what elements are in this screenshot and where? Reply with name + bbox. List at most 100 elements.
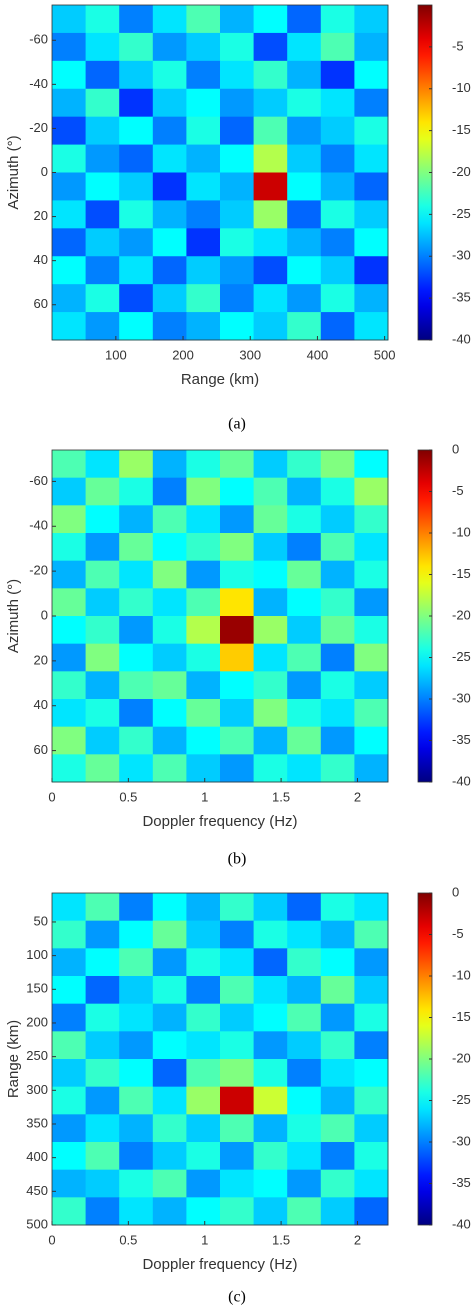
heatmap-cell [52,505,87,534]
heatmap-cell [354,920,389,949]
heatmap-cell [320,172,355,201]
heatmap-cell [52,144,87,173]
colorbar-tick-label: -15 [452,122,471,137]
heatmap-cell [152,671,187,700]
heatmap-cell [85,477,120,506]
heatmap-cell [52,477,87,506]
heatmap-cell [354,1142,389,1171]
heatmap-cell [253,643,288,672]
y-tick-label: 20 [34,652,48,667]
heatmap-cell [119,144,154,173]
heatmap-cell [320,1114,355,1143]
heatmap-cell [220,284,255,313]
heatmap-cell [186,1169,221,1198]
heatmap-cell [152,60,187,90]
heatmap-cell [85,88,120,118]
heatmap-cell [287,144,322,173]
heatmap-cell [287,32,322,62]
heatmap-cell [220,616,255,645]
heatmap-cell [119,699,154,728]
heatmap-cell [186,477,221,506]
y-tick-label: -60 [29,32,48,47]
heatmap-cell [85,893,120,922]
heatmap-cell [354,144,389,173]
colorbar-tick-label: -10 [452,80,471,95]
heatmap-cell [253,284,288,313]
heatmap-cell [354,726,389,755]
heatmap-cell [354,116,389,146]
heatmap-cell [287,1059,322,1088]
heatmap-cell [220,1114,255,1143]
heatmap-cell [253,1003,288,1032]
y-axis-label: Range (km) [5,1020,22,1098]
colorbar-tick-label: -40 [452,773,471,788]
y-tick-label: 60 [34,742,48,757]
heatmap-cell [320,643,355,672]
heatmap-cell [354,228,389,257]
heatmap-cell [52,699,87,728]
heatmap-cell [287,671,322,700]
heatmap-cell [220,60,255,90]
colorbar-tick-label: -40 [452,1216,471,1231]
heatmap-cell [253,450,288,479]
y-tick-label: -20 [29,120,48,135]
heatmap-cell [152,699,187,728]
heatmap-cell [287,533,322,562]
heatmap-cell [119,172,154,201]
heatmap-cell [52,312,87,341]
heatmap-cell [52,116,87,146]
y-axis-label: Azimuth (°) [5,135,22,209]
heatmap-cell [52,920,87,949]
heatmap-cell [354,505,389,534]
heatmap-cell [186,172,221,201]
colorbar-tick-label: -10 [452,967,471,982]
heatmap-cell [220,533,255,562]
heatmap-cell [119,505,154,534]
heatmap-cell [320,144,355,173]
x-tick-label: 0 [48,789,55,804]
heatmap-cell [287,1003,322,1032]
heatmap-cell [152,1086,187,1115]
colorbar-tick-label: -20 [452,607,471,622]
heatmap-cell [152,754,187,783]
heatmap-cell [52,1031,87,1060]
heatmap-cell [220,754,255,783]
heatmap-cell [354,533,389,562]
heatmap-cell [354,616,389,645]
heatmap-cell [287,1086,322,1115]
y-tick-label: 350 [26,1115,48,1130]
heatmap-cell [220,560,255,589]
heatmap-cell [186,312,221,341]
heatmap-cell [287,726,322,755]
heatmap-cell [354,893,389,922]
heatmap-cell [52,671,87,700]
heatmap-cell [354,200,389,229]
colorbar-tick-label: 0 [452,884,459,899]
heatmap-cell [119,312,154,341]
heatmap-cell [253,60,288,90]
y-tick-label: 300 [26,1082,48,1097]
heatmap-cell [119,616,154,645]
heatmap-cell [152,1142,187,1171]
heatmap-cell [119,200,154,229]
heatmap-cell [186,88,221,118]
heatmap-cell [354,477,389,506]
heatmap-cell [220,450,255,479]
x-tick-label: 1 [201,789,208,804]
y-tick-label: 250 [26,1048,48,1063]
heatmap-cell [253,505,288,534]
heatmap-cell [52,284,87,313]
heatmap-cell [253,477,288,506]
y-tick-label: -60 [29,473,48,488]
heatmap-cell [186,1003,221,1032]
y-tick-label: 40 [34,697,48,712]
heatmap-cell [253,671,288,700]
heatmap-cell [253,699,288,728]
colorbar-tick-label: -25 [452,649,471,664]
heatmap-cell [253,948,288,977]
heatmap-cell [186,60,221,90]
heatmap-cell [186,1142,221,1171]
heatmap-cell [220,1031,255,1060]
heatmap-cell [253,588,288,617]
heatmap-cell [320,533,355,562]
